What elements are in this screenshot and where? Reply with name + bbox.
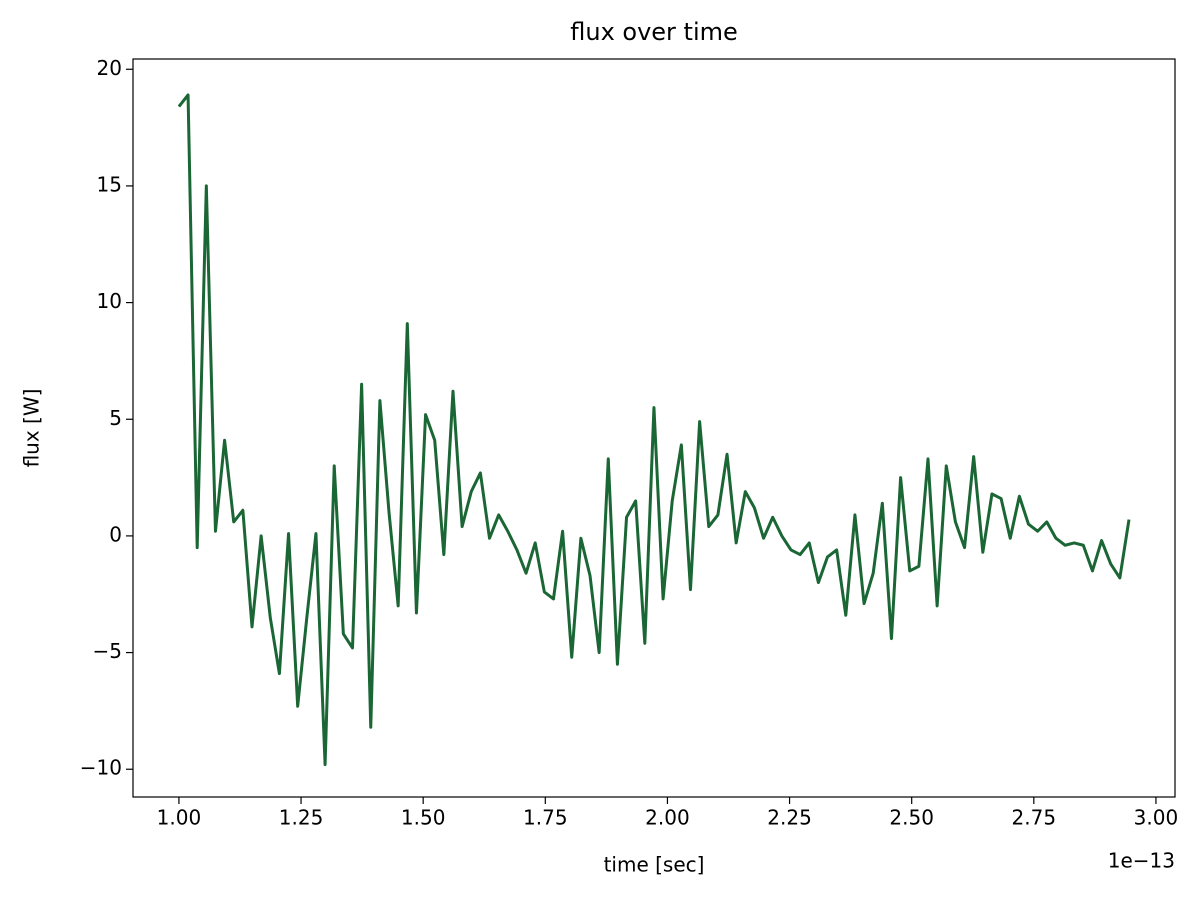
x-tick-label: 3.00 — [1134, 806, 1179, 830]
x-tick-label: 1.75 — [523, 806, 568, 830]
y-axis-label: flux [W] — [20, 389, 44, 468]
y-tick-label: 5 — [109, 406, 122, 430]
data-line — [177, 93, 1131, 767]
y-tick-label: −10 — [80, 756, 122, 780]
x-tick-label: 2.75 — [1012, 806, 1057, 830]
x-tick-label: 2.50 — [889, 806, 934, 830]
chart-title: flux over time — [570, 18, 738, 46]
x-offset-label: 1e−13 — [1108, 849, 1175, 873]
x-tick-label: 1.50 — [401, 806, 446, 830]
plot-frame — [132, 58, 1176, 798]
y-tick-label: 0 — [109, 522, 122, 546]
x-axis-label: time [sec] — [604, 853, 705, 877]
x-tick-label: 2.00 — [645, 806, 690, 830]
x-tick-label: 1.25 — [279, 806, 324, 830]
y-tick-label: −5 — [93, 639, 122, 663]
y-tick-label: 20 — [97, 56, 122, 80]
y-tick-label: 10 — [97, 289, 122, 313]
x-tick-label: 1.00 — [157, 806, 202, 830]
y-tick-label: 15 — [97, 172, 122, 196]
x-tick-label: 2.25 — [767, 806, 812, 830]
